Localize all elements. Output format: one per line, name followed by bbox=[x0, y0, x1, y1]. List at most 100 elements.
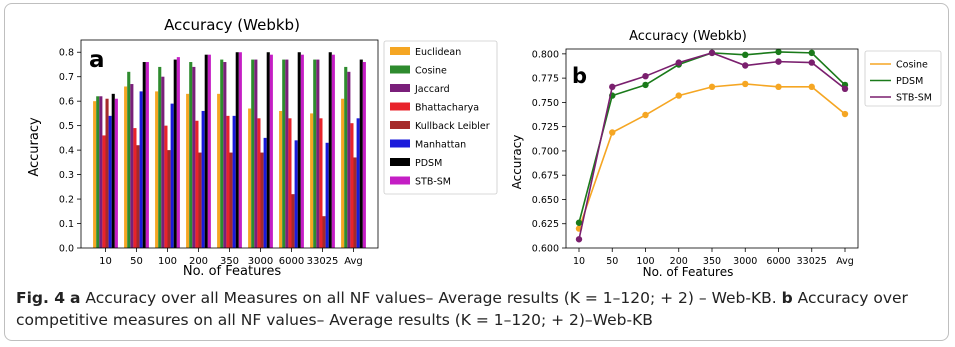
chart-a-title: Accuracy (Webkb) bbox=[164, 16, 300, 34]
chart-a-legend-label: Manhattan bbox=[415, 140, 466, 151]
chart-a-bar bbox=[111, 93, 115, 248]
chart-a-bar bbox=[136, 145, 140, 248]
chart-a-ytick-label: 0.0 bbox=[59, 244, 74, 255]
chart-b-ytick-label: 0.775 bbox=[532, 74, 559, 85]
chart-a-bar bbox=[220, 59, 224, 248]
chart-b-xtick-label: Avg bbox=[836, 256, 854, 267]
chart-a-legend-label: Bhattacharya bbox=[415, 103, 479, 114]
chart-b-xtick-label: 200 bbox=[670, 256, 688, 267]
chart-a-bar bbox=[186, 93, 190, 248]
chart-a-bar bbox=[325, 142, 329, 248]
chart-a-xtick-label: 350 bbox=[220, 256, 239, 267]
chart-a-bar bbox=[316, 59, 320, 248]
chart-a-bar bbox=[105, 98, 109, 249]
chart-a-bar bbox=[362, 62, 366, 248]
chart-a-bar bbox=[173, 59, 177, 248]
chart-a-bar bbox=[359, 59, 363, 248]
chart-a-ytick-label: 0.5 bbox=[59, 121, 74, 132]
caption-a-text: Accuracy over all Measures on all NF val… bbox=[85, 289, 777, 307]
chart-b-xtick-label: 100 bbox=[636, 256, 654, 267]
chart-a-bar bbox=[217, 93, 221, 248]
chart-b-ytick-label: 0.700 bbox=[532, 146, 559, 157]
chart-a-bar bbox=[341, 98, 345, 249]
chart-a-bar bbox=[328, 52, 332, 249]
chart-b-point bbox=[609, 83, 616, 91]
chart-a-xtick-label: 6000 bbox=[279, 256, 304, 267]
chart-b-point bbox=[808, 59, 815, 66]
chart-b-plot-border bbox=[565, 48, 859, 249]
chart-b-point bbox=[575, 219, 583, 226]
chart-b-point bbox=[808, 83, 815, 91]
chart-a-legend-label: STB-SM bbox=[415, 177, 451, 188]
chart-a-ytick-label: 0.3 bbox=[59, 170, 74, 181]
chart-b-point bbox=[675, 59, 682, 66]
chart-a-xlabel: No. of Features bbox=[183, 264, 282, 279]
chart-a-legend-label: Euclidean bbox=[415, 47, 461, 58]
chart-a-bar bbox=[108, 115, 112, 248]
chart-a-ylabel: Accuracy bbox=[27, 117, 42, 177]
chart-a-bar bbox=[319, 118, 323, 249]
chart-b-xlabel: No. of Features bbox=[643, 265, 734, 279]
chart-a-bar bbox=[260, 152, 264, 248]
chart-b-ytick-label: 0.800 bbox=[532, 49, 559, 60]
chart-a-bar bbox=[282, 59, 286, 248]
chart-a-bar bbox=[161, 76, 165, 249]
chart-a-bar bbox=[102, 135, 106, 248]
chart-a-legend-swatch bbox=[390, 65, 410, 74]
chart-a-panel-label: a bbox=[89, 47, 105, 73]
chart-a-bar bbox=[204, 54, 208, 248]
chart-a-ytick-label: 0.2 bbox=[59, 195, 74, 206]
chart-b-xtick-label: 3000 bbox=[733, 256, 757, 267]
chart-b-point bbox=[775, 48, 782, 56]
chart-a-bar bbox=[269, 54, 273, 248]
chart-a-bar bbox=[145, 62, 149, 248]
chart-b-point bbox=[742, 62, 749, 69]
caption-fig-label: Fig. 4 bbox=[16, 289, 66, 307]
chart-a-bar bbox=[164, 125, 168, 248]
chart-b-point bbox=[575, 236, 583, 243]
chart-a-bar bbox=[266, 52, 270, 249]
chart-a-xtick-label: 10 bbox=[99, 256, 112, 267]
chart-a-bar bbox=[223, 62, 227, 248]
chart-a-ytick-label: 0.8 bbox=[59, 48, 74, 59]
chart-a-bar bbox=[114, 98, 118, 249]
chart-b-point bbox=[841, 110, 849, 118]
chart-b-ytick-label: 0.750 bbox=[532, 98, 559, 109]
chart-a-bar bbox=[93, 101, 97, 248]
figure-caption: Fig. 4 a Accuracy over all Measures on a… bbox=[16, 287, 941, 331]
chart-a-bar bbox=[207, 54, 211, 248]
chart-a-bar bbox=[350, 123, 354, 248]
chart-b-xtick-label: 10 bbox=[573, 256, 585, 267]
chart-a-legend-swatch bbox=[390, 121, 410, 129]
chart-b-point bbox=[642, 81, 649, 89]
chart-a-bar bbox=[251, 59, 255, 248]
chart-a-ytick-label: 0.7 bbox=[59, 72, 74, 83]
chart-a-bar bbox=[291, 194, 295, 248]
chart-a-bar bbox=[232, 115, 236, 248]
bar-chart-panel-a: Accuracy (Webkb) a No. of Features Accur… bbox=[27, 16, 498, 279]
chart-a-bar bbox=[313, 59, 317, 248]
chart-a-legend-box bbox=[383, 40, 498, 195]
chart-a-bar bbox=[263, 137, 267, 248]
chart-a-xtick-label: Avg bbox=[344, 256, 363, 267]
chart-a-legend-label: PDSM bbox=[415, 158, 442, 169]
chart-a-bar bbox=[347, 71, 351, 248]
chart-b-legend-label: Cosine bbox=[896, 60, 928, 71]
chart-a-bar bbox=[322, 216, 326, 248]
chart-a-xtick-label: 3000 bbox=[248, 256, 273, 267]
chart-a-bar bbox=[238, 52, 242, 249]
chart-b-legend-label: PDSM bbox=[896, 76, 923, 87]
chart-b-point bbox=[742, 80, 749, 88]
chart-a-legend-label: Jaccard bbox=[414, 84, 450, 95]
chart-b-ytick-label: 0.725 bbox=[532, 122, 559, 133]
chart-a-xtick-label: 50 bbox=[130, 256, 143, 267]
chart-b-point bbox=[808, 49, 815, 57]
chart-a-bar bbox=[353, 157, 357, 248]
chart-b-point bbox=[708, 49, 716, 57]
chart-a-bar bbox=[254, 59, 258, 248]
chart-a-legend-label: Kullback Leibler bbox=[415, 121, 490, 132]
chart-a-bar bbox=[310, 113, 314, 248]
chart-b-xtick-label: 33025 bbox=[797, 256, 827, 267]
chart-b-series-line bbox=[578, 83, 846, 229]
chart-a-bar bbox=[300, 54, 304, 248]
